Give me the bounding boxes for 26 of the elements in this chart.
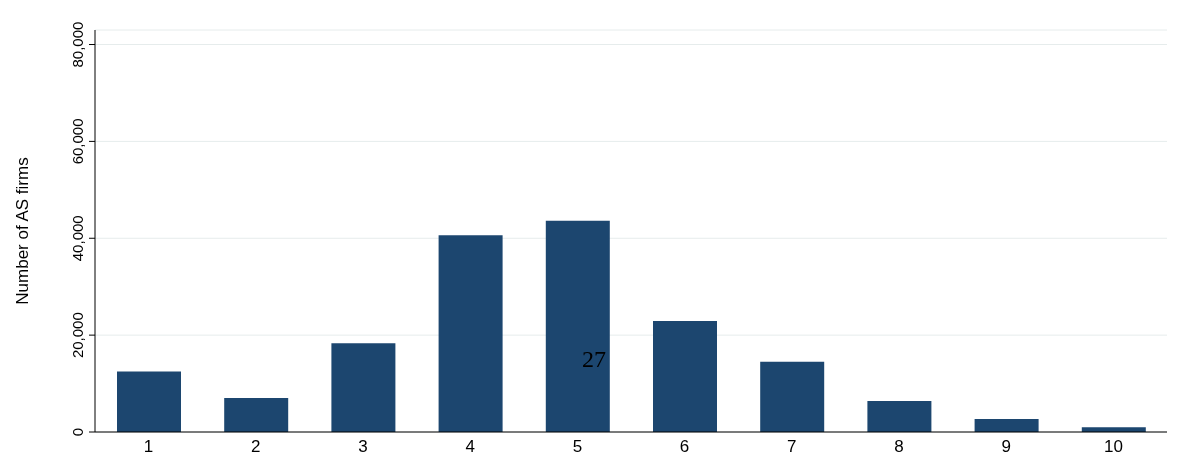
y-axis-title: Number of AS firms bbox=[13, 157, 32, 305]
y-tick-label: 40,000 bbox=[69, 215, 86, 262]
x-tick-label: 10 bbox=[1103, 437, 1123, 453]
y-tick-label: 0 bbox=[69, 427, 86, 437]
x-tick-label: 2 bbox=[251, 437, 261, 453]
bar bbox=[117, 371, 181, 432]
bar bbox=[974, 418, 1039, 432]
y-tick-label: 60,000 bbox=[69, 118, 86, 165]
bar bbox=[438, 235, 503, 432]
x-tick-label: 8 bbox=[894, 437, 904, 453]
bar bbox=[331, 343, 396, 432]
x-tick-label: 3 bbox=[358, 437, 368, 453]
bar bbox=[760, 361, 825, 432]
bar bbox=[867, 401, 932, 432]
x-tick-label: 5 bbox=[572, 437, 583, 453]
x-tick-label: 7 bbox=[787, 437, 797, 453]
x-tick-label: 1 bbox=[143, 437, 154, 453]
annotation: 27 bbox=[582, 346, 606, 373]
x-tick-label: 4 bbox=[465, 437, 475, 453]
x-tick-label: 6 bbox=[679, 437, 690, 453]
bar bbox=[653, 321, 717, 432]
bar bbox=[545, 220, 610, 432]
bar bbox=[224, 398, 289, 432]
y-tick-label: 80,000 bbox=[69, 21, 86, 68]
x-tick-label: 9 bbox=[1001, 437, 1011, 453]
y-tick-label: 20,000 bbox=[69, 312, 86, 359]
